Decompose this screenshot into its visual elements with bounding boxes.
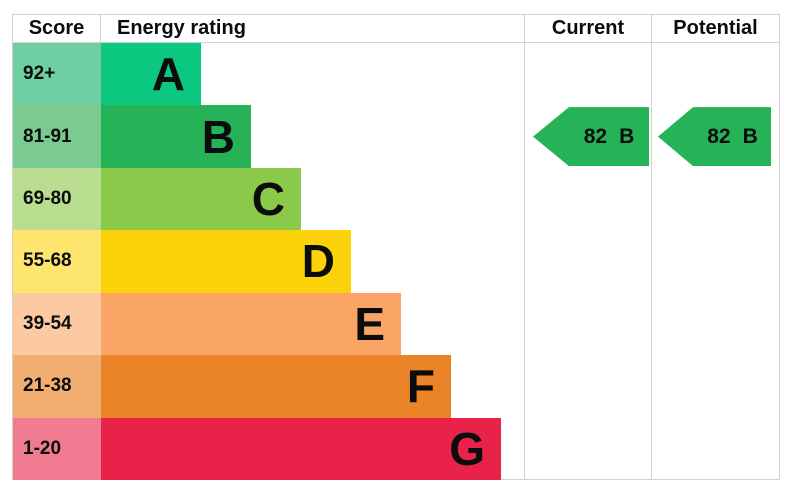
chart-header-row: Score Energy rating Current Potential	[13, 15, 779, 43]
current-column-header: Current	[524, 15, 651, 42]
potential-rating-arrow: 82 B	[658, 107, 771, 167]
score-column-header: Score	[13, 15, 101, 42]
band-score-range: 21-38	[13, 355, 101, 418]
band-row: 1-20 G	[13, 417, 524, 480]
band-row: 69-80 C	[13, 167, 524, 231]
current-rating-score: 82	[583, 124, 608, 148]
band-row: 21-38 F	[13, 355, 524, 418]
band-bar: C	[101, 167, 301, 231]
band-rows: 92+ A 81-91 B 69-80 C 55-68 D 39-54 E 21…	[13, 43, 524, 480]
potential-rating-score: 82	[707, 124, 731, 148]
band-bar: F	[101, 355, 451, 418]
band-bar: A	[101, 43, 201, 106]
band-row: 55-68 D	[13, 230, 524, 293]
energy-rating-chart: Score Energy rating Current Potential 92…	[12, 14, 780, 480]
band-bar: E	[101, 292, 401, 356]
band-bar: B	[101, 105, 251, 168]
energy-rating-column-header: Energy rating	[117, 17, 246, 39]
current-rating-arrow: 82 B	[533, 107, 649, 167]
band-row: 92+ A	[13, 43, 524, 106]
band-score-range: 55-68	[13, 230, 101, 293]
current-rating-band: B	[619, 124, 635, 148]
chart-body: 92+ A 81-91 B 69-80 C 55-68 D 39-54 E 21…	[13, 43, 779, 480]
potential-column-divider	[651, 43, 652, 480]
band-row: 39-54 E	[13, 292, 524, 356]
band-score-range: 81-91	[13, 105, 101, 168]
band-bar: D	[101, 230, 351, 293]
band-bar: G	[101, 417, 501, 480]
potential-column-header: Potential	[651, 15, 779, 42]
band-score-range: 92+	[13, 43, 101, 106]
current-column-divider	[524, 43, 525, 480]
band-score-range: 69-80	[13, 167, 101, 231]
potential-rating-band: B	[742, 124, 758, 148]
band-row: 81-91 B	[13, 105, 524, 168]
band-score-range: 39-54	[13, 292, 101, 356]
band-score-range: 1-20	[13, 417, 101, 480]
